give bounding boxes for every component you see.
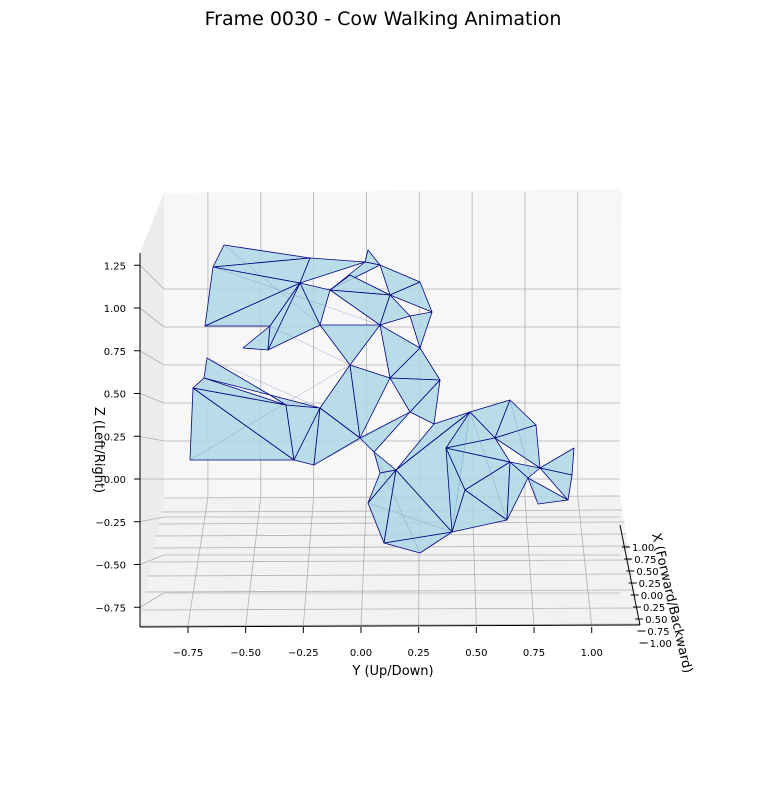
mesh-hidden-edge	[212, 266, 381, 326]
mesh-hidden-edge	[206, 357, 321, 409]
x-tick-label: 0.50	[465, 648, 487, 659]
mesh-hidden-edge	[223, 244, 321, 326]
grid-line	[524, 496, 535, 627]
mesh-face	[527, 477, 569, 505]
z-tick-label: 0.25	[639, 579, 661, 590]
x-tick-label: −0.50	[230, 648, 261, 659]
mesh-face	[389, 281, 433, 313]
grid-line	[139, 393, 165, 404]
y-tick-label: 0.75	[104, 347, 126, 358]
chart-title: Frame 0030 - Cow Walking Animation	[205, 8, 562, 30]
mesh-face	[192, 377, 287, 406]
y-tick-label: 1.00	[104, 304, 126, 315]
z-axis-ticks: 1.000.750.500.250.000.250.500.751.00	[622, 543, 672, 650]
z-axis-line	[619, 524, 641, 626]
y-tick-label: −0.25	[95, 518, 126, 529]
grid-line	[577, 496, 593, 627]
z-tick-label: 0.50	[645, 615, 667, 626]
mesh-hidden-edge	[373, 451, 421, 554]
mesh-face	[506, 461, 529, 521]
z-tick-label: 1.00	[650, 639, 672, 650]
y-axis-ticks: −0.75 −0.50 −0.25 0.00 0.25 0.50 0.75 1.00 1.25	[95, 261, 140, 614]
grid-line	[139, 592, 165, 608]
x-axis-line	[139, 624, 641, 628]
y-axis-label: Z (Left/Right)	[91, 407, 106, 493]
z-tick-label: 0.25	[643, 603, 665, 614]
x-axis-ticks: −0.75 −0.50 −0.25 0.00 0.25 0.50 0.75 1.00	[173, 627, 603, 659]
grid-line	[142, 607, 638, 611]
mesh-hidden-edge	[509, 399, 539, 505]
z-tick-label: 0.50	[636, 567, 658, 578]
z-tick-label: 0.00	[641, 591, 663, 602]
mesh-face	[451, 489, 508, 533]
grid-line	[139, 264, 165, 290]
grid-line	[147, 573, 634, 577]
mesh-face	[445, 437, 511, 463]
mesh-hidden-edge	[269, 325, 351, 366]
grid-line	[145, 589, 636, 593]
x-axis-label: Y (Up/Down)	[351, 664, 433, 679]
grid-line	[150, 559, 632, 563]
mesh-face	[409, 311, 433, 349]
x-tick-label: 0.25	[408, 648, 430, 659]
y-tick-label: −0.50	[95, 561, 126, 572]
mesh-face	[299, 257, 366, 284]
x-tick-label: 0.75	[523, 648, 545, 659]
mesh-hidden-edge	[469, 411, 508, 521]
x-tick-label: 0.00	[350, 648, 372, 659]
grid-line	[139, 435, 165, 442]
grid-line	[139, 307, 165, 328]
grid-line	[139, 554, 165, 565]
mesh-face	[379, 294, 411, 326]
z-tick-label: 0.75	[647, 627, 669, 638]
mesh-face	[313, 407, 361, 466]
x-tick-label: −0.75	[173, 648, 204, 659]
y-tick-label: 1.25	[104, 261, 126, 272]
x-tick-label: −0.25	[288, 648, 319, 659]
mesh-hidden-edge	[367, 502, 453, 533]
y-tick-label: −0.75	[95, 603, 126, 614]
grid-line	[139, 350, 165, 366]
mesh-face	[267, 282, 301, 351]
y-tick-label: 0.50	[104, 390, 126, 401]
grid-line	[153, 545, 629, 549]
mesh-face	[203, 357, 271, 396]
x-tick-label: 1.00	[581, 648, 603, 659]
cow-mesh	[189, 244, 575, 554]
mesh-face	[539, 467, 573, 501]
y-tick-label: 0.25	[104, 432, 126, 443]
grid-line	[139, 623, 641, 627]
mesh-hidden-edge	[313, 411, 411, 466]
mesh-face	[349, 364, 391, 439]
z-tick-label: 1.00	[632, 543, 654, 554]
y-tick-label: 0.00	[104, 475, 126, 486]
mesh-face	[319, 324, 381, 366]
z-tick-label: 0.75	[634, 555, 656, 566]
grid-line	[139, 516, 165, 523]
mesh-face	[409, 379, 441, 425]
mesh-hidden-edge	[189, 364, 351, 461]
mesh-face	[359, 411, 411, 453]
mesh-face	[494, 424, 541, 469]
